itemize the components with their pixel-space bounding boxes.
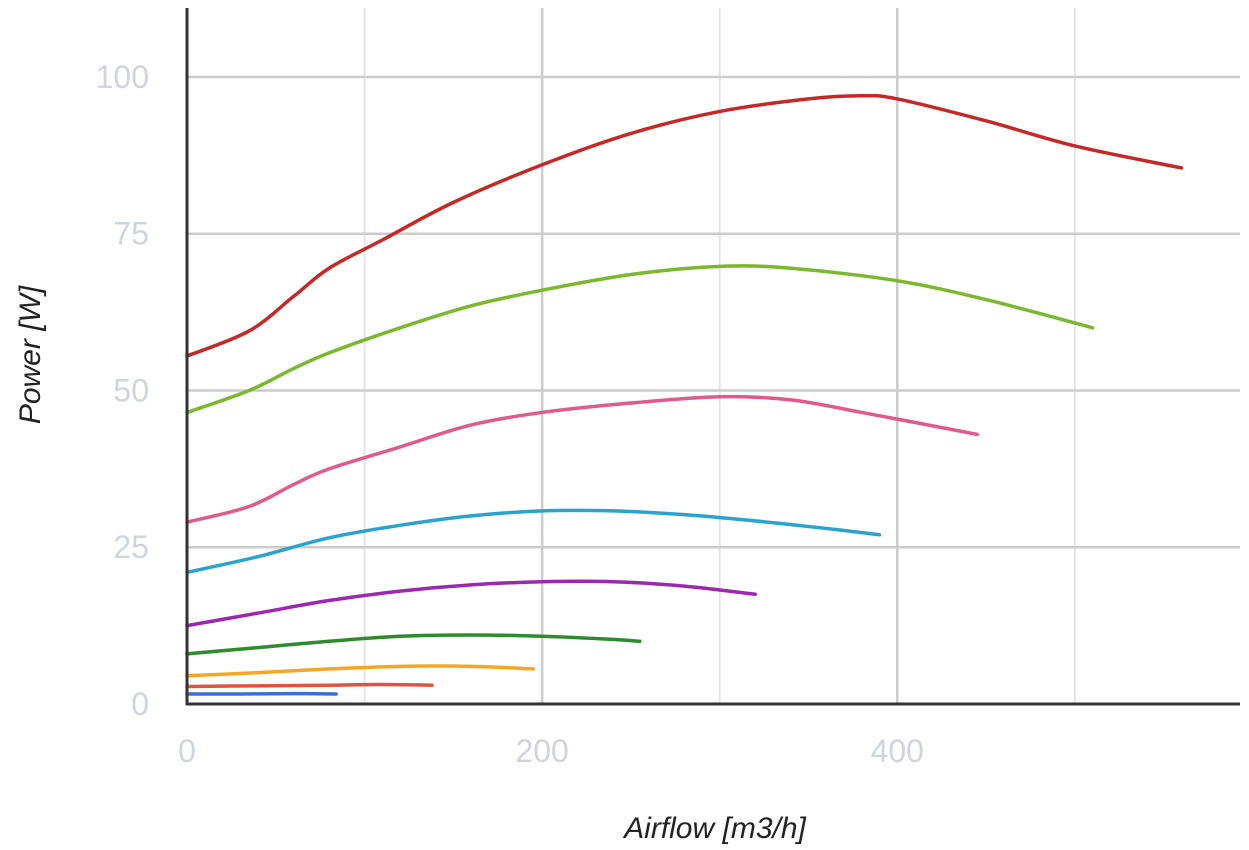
y-tick-labels: 0 25 50 75 100: [96, 59, 149, 722]
x-tick-label: 400: [871, 733, 924, 769]
gridlines: [187, 8, 1240, 704]
series-line-1: [185, 93, 1184, 358]
x-tick-label: 200: [515, 733, 568, 769]
series-line-2: [185, 264, 1095, 415]
x-axis-title: Airflow [m3/h]: [622, 812, 806, 845]
series-line-5: [185, 579, 757, 628]
series-line-6: [185, 633, 642, 656]
y-tick-label: 50: [113, 372, 149, 408]
series-lines: [185, 93, 1184, 696]
y-tick-label: 0: [131, 686, 149, 722]
y-axis-title: Power [W]: [14, 285, 47, 424]
series-line-8: [185, 682, 434, 689]
y-tick-label: 100: [96, 59, 149, 95]
y-tick-label: 75: [113, 216, 149, 252]
x-tick-labels: 0 200 400: [178, 733, 924, 769]
series-line-4: [185, 508, 882, 575]
series-line-7: [185, 664, 536, 678]
y-tick-label: 25: [113, 529, 149, 565]
series-line-3: [185, 394, 979, 524]
axes: [185, 8, 1240, 706]
x-tick-label: 0: [178, 733, 196, 769]
